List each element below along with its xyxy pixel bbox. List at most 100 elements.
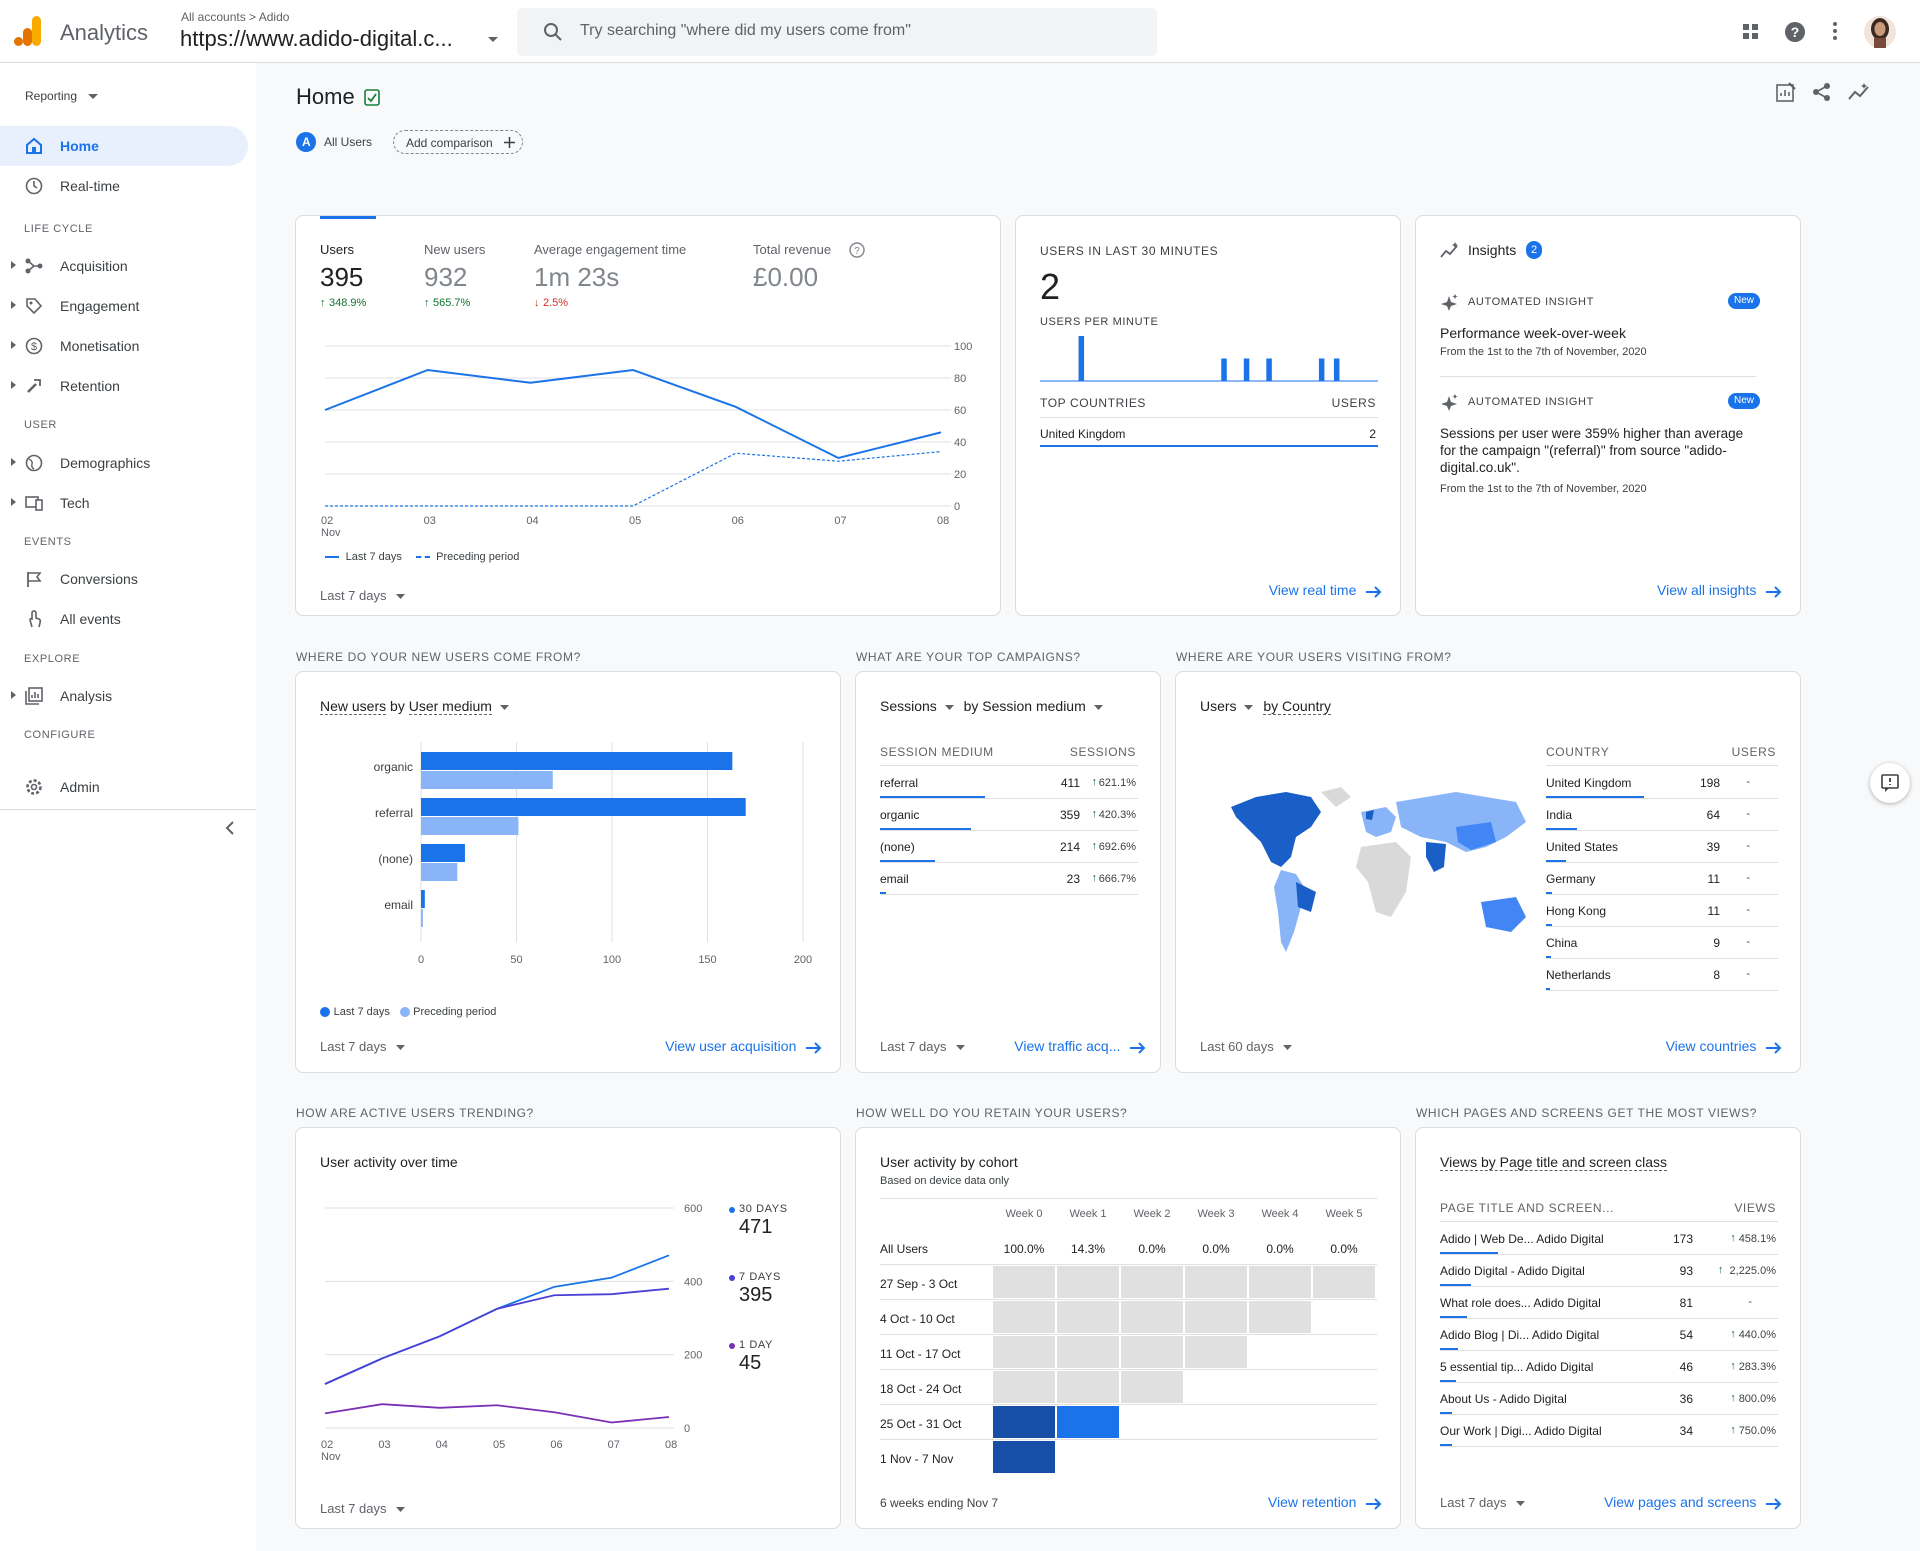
property-selector[interactable]: https://www.adido-digital.c... [180, 26, 453, 51]
view-all-insights-link[interactable]: View all insights [1657, 582, 1782, 598]
insight-text-line1[interactable]: Sessions per user were 359% higher than … [1440, 426, 1744, 441]
pages-selector[interactable]: Views by Page title and screen class [1440, 1154, 1667, 1171]
table-row-label[interactable]: organic [880, 808, 920, 822]
cohort-cell[interactable] [1057, 1301, 1119, 1333]
metric-label[interactable]: Sessions [880, 698, 937, 714]
date-range-dropdown[interactable]: Last 7 days [320, 1501, 406, 1516]
analytics-logo[interactable] [14, 16, 42, 48]
table-row-label[interactable]: United States [1546, 840, 1619, 854]
cohort-cell[interactable] [1121, 1336, 1183, 1368]
cohort-cell[interactable] [1313, 1266, 1375, 1298]
date-range-dropdown[interactable]: Last 60 days [1200, 1039, 1293, 1054]
view-pages-link[interactable]: View pages and screens [1604, 1494, 1782, 1510]
breadcrumb-accounts[interactable]: All accounts [181, 10, 246, 24]
date-range-dropdown[interactable]: Last 7 days [880, 1039, 966, 1054]
sidebar-item-acquisition[interactable]: Acquisition [0, 246, 248, 286]
metric-selector[interactable]: New users by User medium [320, 698, 509, 715]
table-row-label[interactable]: United Kingdom [1546, 776, 1632, 790]
cohort-cell[interactable] [993, 1336, 1055, 1368]
help-circle-icon[interactable]: ? [849, 242, 865, 258]
cohort-cell[interactable] [993, 1406, 1055, 1438]
dimension-label[interactable]: by Country [1263, 698, 1332, 715]
cohort-cell[interactable] [993, 1301, 1055, 1333]
table-row-label[interactable]: About Us - Adido Digital [1440, 1392, 1567, 1406]
view-realtime-link[interactable]: View real time [1269, 582, 1382, 598]
sidebar-item-home[interactable]: Home [0, 126, 248, 166]
dimension-label[interactable]: by Session medium [963, 698, 1086, 714]
share-icon[interactable] [1812, 82, 1832, 102]
metric-label[interactable]: New users [424, 242, 486, 257]
dimension-label[interactable]: User medium [408, 698, 492, 715]
collapse-sidebar-icon[interactable] [225, 821, 235, 835]
sidebar-item-analysis[interactable]: Analysis [0, 676, 248, 716]
metric-label[interactable]: Total revenue [753, 242, 832, 257]
sidebar-item-all-events[interactable]: All events [0, 599, 248, 639]
cohort-cell[interactable] [1057, 1336, 1119, 1368]
cohort-cell[interactable] [1121, 1266, 1183, 1298]
cohort-cell[interactable] [1185, 1301, 1247, 1333]
reporting-dropdown[interactable]: Reporting [25, 89, 99, 103]
sidebar-item-engagement[interactable]: Engagement [0, 286, 248, 326]
metric-label[interactable]: New users [320, 698, 387, 715]
insight-headline[interactable]: Performance week-over-week [1440, 325, 1626, 341]
table-row-label[interactable]: Netherlands [1546, 968, 1611, 982]
cohort-cell[interactable] [1057, 1371, 1119, 1403]
search-box[interactable]: Try searching "where did my users come f… [517, 8, 1157, 56]
table-row-label[interactable]: referral [880, 776, 919, 790]
metric-label[interactable]: Users [1200, 698, 1237, 714]
cohort-cell[interactable] [1121, 1301, 1183, 1333]
table-row-label[interactable]: 5 essential tip... Adido Digital [1440, 1360, 1594, 1374]
insights-icon[interactable] [1848, 82, 1870, 102]
overview-date-range-dropdown[interactable]: Last 7 days [320, 588, 406, 603]
table-row-label[interactable]: (none) [880, 840, 915, 854]
table-row-label[interactable]: email [880, 872, 909, 886]
apps-grid-icon[interactable] [1743, 24, 1759, 40]
cohort-cell[interactable] [1057, 1266, 1119, 1298]
sidebar-item-conversions[interactable]: Conversions [0, 559, 248, 599]
metric-label[interactable]: Average engagement time [534, 242, 687, 257]
cohort-cell[interactable] [1249, 1266, 1311, 1298]
view-retention-link[interactable]: View retention [1268, 1494, 1382, 1510]
cohort-cell[interactable] [1249, 1301, 1311, 1333]
date-range-dropdown[interactable]: Last 7 days [320, 1039, 406, 1054]
table-row-label[interactable]: Hong Kong [1546, 904, 1607, 918]
cohort-cell[interactable] [1057, 1406, 1119, 1438]
sidebar-item-monetisation[interactable]: $ Monetisation [0, 326, 248, 366]
breadcrumb-account[interactable]: Adido [258, 10, 290, 24]
customize-report-icon[interactable] [1776, 82, 1796, 102]
cohort-cell[interactable] [1185, 1266, 1247, 1298]
more-vert-icon[interactable] [1833, 22, 1837, 40]
view-traffic-acquisition-link[interactable]: View traffic acq... [1014, 1038, 1146, 1054]
metric-label[interactable]: Users [320, 242, 354, 257]
cohort-cell[interactable] [1185, 1336, 1247, 1368]
feedback-button[interactable] [1870, 763, 1910, 803]
countries-selector[interactable]: Users by Country [1200, 698, 1332, 715]
sidebar-item-retention[interactable]: Retention [0, 366, 248, 406]
table-row-label[interactable]: Adido Blog | Di... Adido Digital [1440, 1328, 1600, 1342]
table-row-label[interactable]: Our Work | Digi... Adido Digital [1440, 1424, 1602, 1438]
cohort-cell[interactable] [993, 1266, 1055, 1298]
world-map[interactable] [1226, 782, 1546, 962]
table-row-label[interactable]: Germany [1546, 872, 1596, 886]
sidebar-item-admin[interactable]: Admin [0, 767, 248, 807]
cohort-cell[interactable] [993, 1441, 1055, 1473]
breadcrumb[interactable]: All accounts > Adido [181, 10, 289, 24]
cohort-cell[interactable] [993, 1371, 1055, 1403]
cohort-cell[interactable] [1121, 1371, 1183, 1403]
sidebar-item-tech[interactable]: Tech [0, 483, 248, 523]
view-countries-link[interactable]: View countries [1666, 1038, 1782, 1054]
help-icon[interactable]: ? [1785, 22, 1805, 42]
insight-text-line3[interactable]: digital.co.uk". [1440, 460, 1520, 475]
table-row-label[interactable]: Adido | Web De... Adido Digital [1440, 1232, 1604, 1246]
view-user-acquisition-link[interactable]: View user acquisition [665, 1038, 822, 1054]
account-avatar[interactable] [1864, 16, 1896, 48]
date-range-dropdown[interactable]: Last 7 days [1440, 1495, 1526, 1510]
table-row-label[interactable]: China [1546, 936, 1578, 950]
insight-text-line2[interactable]: for the campaign "(referral)" from sourc… [1440, 443, 1727, 458]
table-row-label[interactable]: Adido Digital - Adido Digital [1440, 1264, 1585, 1278]
add-comparison-button[interactable]: Add comparison [393, 130, 523, 154]
table-row-label[interactable]: India [1546, 808, 1573, 822]
property-dropdown-icon[interactable] [487, 36, 499, 44]
sidebar-item-realtime[interactable]: Real-time [0, 166, 248, 206]
table-row-label[interactable]: What role does... Adido Digital [1440, 1296, 1601, 1310]
